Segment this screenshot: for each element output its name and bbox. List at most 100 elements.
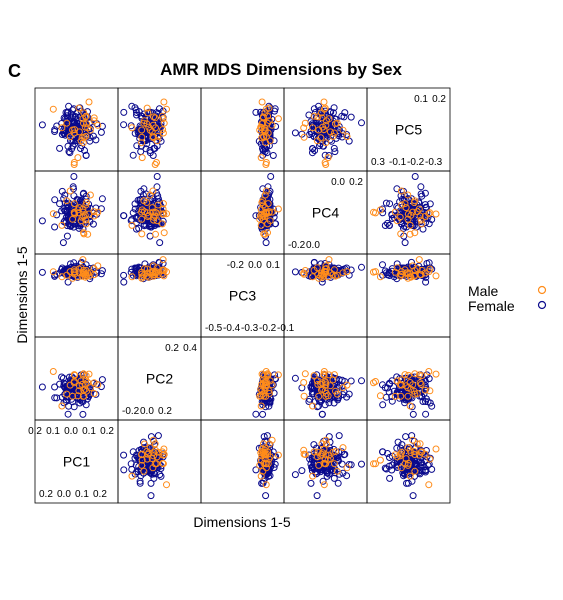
diagonal-label-pc3: PC3 bbox=[229, 288, 256, 304]
matrix-cell-1-4 bbox=[284, 88, 367, 171]
female-point bbox=[39, 269, 45, 275]
matrix-cell-4-2: PC20.2 0.4-0.2 0.0 0.2 bbox=[118, 337, 201, 420]
matrix-cell-3-3: PC3-0.2 0.0 0.1-0.5 -0.4 -0.3 -0.2 -0.1 bbox=[201, 254, 295, 337]
diagonal-tick-label: -0.3 bbox=[425, 157, 443, 168]
matrix-cell-4-5 bbox=[367, 337, 450, 420]
male-point bbox=[50, 211, 56, 217]
legend: Male Female bbox=[468, 283, 546, 314]
diagonal-tick-label: 0.0 bbox=[331, 177, 345, 188]
female-point bbox=[71, 174, 77, 180]
female-point bbox=[39, 384, 45, 390]
female-point bbox=[121, 122, 127, 128]
female-point bbox=[99, 377, 105, 383]
male-point bbox=[416, 257, 422, 263]
male-point bbox=[87, 192, 93, 198]
male-point bbox=[275, 116, 281, 122]
male-point bbox=[433, 211, 439, 217]
diagonal-tick-label: -0.2 bbox=[122, 406, 140, 417]
female-point bbox=[121, 467, 127, 473]
male-point bbox=[373, 379, 379, 385]
female-point bbox=[154, 174, 160, 180]
male-point bbox=[301, 380, 307, 386]
female-point bbox=[39, 122, 45, 128]
female-point bbox=[403, 434, 409, 440]
diagonal-tick-label: 0.2 bbox=[39, 489, 53, 500]
diagonal-tick-label: -0.2 bbox=[407, 157, 425, 168]
diagonal-label-pc5: PC5 bbox=[395, 122, 422, 138]
male-point bbox=[154, 160, 160, 166]
matrix-cell-3-1 bbox=[35, 254, 118, 337]
diagonal-tick-label: 0.0 bbox=[306, 240, 320, 251]
female-point bbox=[292, 269, 298, 275]
diagonal-tick-label: -0.2 bbox=[227, 260, 245, 271]
female-point bbox=[418, 184, 424, 190]
diagonal-tick-label: 0.3 bbox=[371, 157, 385, 168]
diagonal-tick-label: 0.1 bbox=[82, 426, 96, 437]
female-point bbox=[423, 411, 429, 417]
diagonal-tick-label: 0.2 bbox=[28, 426, 42, 437]
matrix-cell-4-3 bbox=[201, 337, 284, 420]
male-point bbox=[139, 231, 145, 237]
female-point bbox=[263, 493, 269, 499]
female-point bbox=[359, 264, 365, 270]
female-point bbox=[57, 201, 63, 207]
matrix-cell-5-4 bbox=[284, 420, 367, 503]
female-point bbox=[292, 375, 298, 381]
diagonal-tick-label: -0.2 bbox=[288, 240, 306, 251]
chart-title: AMR MDS Dimensions by Sex bbox=[160, 60, 402, 79]
female-point bbox=[148, 434, 154, 440]
diagonal-tick-label: 0.0 bbox=[64, 426, 78, 437]
matrix-cell-2-3 bbox=[201, 171, 284, 254]
female-point bbox=[80, 411, 86, 417]
matrix-cell-1-2 bbox=[118, 88, 201, 171]
female-point bbox=[292, 130, 298, 136]
diagonal-tick-label: 0.2 bbox=[432, 94, 446, 105]
male-point bbox=[50, 106, 56, 112]
female-point bbox=[380, 262, 386, 268]
male-point bbox=[377, 393, 383, 399]
female-point bbox=[263, 240, 269, 246]
diagonal-tick-label: 0.0 bbox=[248, 260, 262, 271]
female-point bbox=[336, 433, 342, 439]
diagonal-tick-label: 0.1 bbox=[75, 489, 89, 500]
male-point bbox=[433, 371, 439, 377]
male-point bbox=[161, 230, 167, 236]
diagonal-tick-label: 0.1 bbox=[46, 426, 60, 437]
male-point bbox=[433, 446, 439, 452]
male-point bbox=[161, 99, 167, 105]
male-point bbox=[86, 99, 92, 105]
female-point bbox=[260, 411, 266, 417]
diagonal-tick-label: 0.4 bbox=[183, 343, 197, 354]
female-point bbox=[121, 213, 127, 219]
female-point bbox=[308, 480, 314, 486]
female-point bbox=[410, 411, 416, 417]
male-point bbox=[321, 482, 327, 488]
female-point bbox=[121, 272, 127, 278]
female-point bbox=[155, 433, 161, 439]
diagonal-tick-label: 0.1 bbox=[414, 94, 428, 105]
female-point bbox=[348, 114, 354, 120]
female-point bbox=[314, 493, 320, 499]
diagonal-label-pc4: PC4 bbox=[312, 205, 339, 221]
female-point bbox=[158, 473, 164, 479]
matrix-cell-5-2 bbox=[118, 420, 201, 503]
matrix-cell-4-1 bbox=[35, 337, 118, 420]
diagonal-tick-label: 0.1 bbox=[266, 260, 280, 271]
female-point bbox=[65, 411, 71, 417]
male-point bbox=[259, 99, 265, 105]
diagonal-tick-label: 0.0 bbox=[140, 406, 154, 417]
male-point bbox=[129, 125, 135, 131]
matrix-cell-4-4 bbox=[284, 337, 367, 420]
diagonal-tick-label: -0.4 bbox=[223, 323, 241, 334]
female-point bbox=[359, 461, 365, 467]
diagonal-tick-label: -0.2 bbox=[259, 323, 277, 334]
matrix-cell-3-2 bbox=[118, 254, 201, 337]
matrix-cell-2-2 bbox=[118, 171, 201, 254]
female-point bbox=[299, 468, 305, 474]
diagonal-tick-label: 0.2 bbox=[165, 343, 179, 354]
female-point bbox=[292, 472, 298, 478]
female-point bbox=[52, 224, 58, 230]
x-axis-label: Dimensions 1-5 bbox=[193, 514, 290, 530]
diagonal-tick-label: 0.0 bbox=[57, 489, 71, 500]
matrix-cell-2-1 bbox=[35, 171, 118, 254]
